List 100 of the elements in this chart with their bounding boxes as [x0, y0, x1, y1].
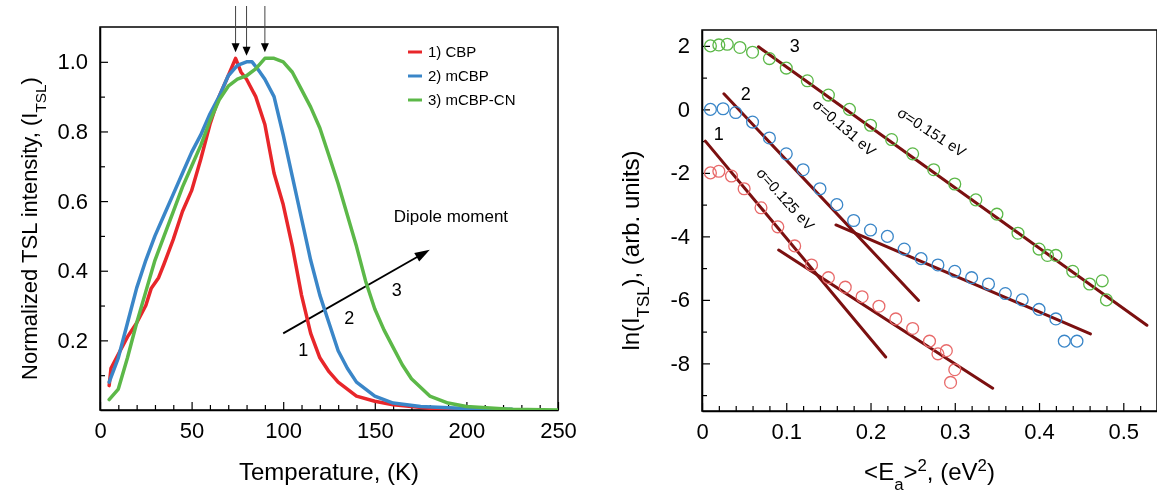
point [716, 102, 730, 116]
point [1049, 312, 1063, 326]
legend-label: 3) mCBP-CN [428, 91, 516, 108]
y-tick-label: 0.2 [57, 327, 88, 353]
point [863, 223, 878, 237]
point [1095, 274, 1109, 288]
point [762, 131, 776, 145]
y-tick-label: -2 [670, 160, 690, 186]
annotation: 3 [391, 280, 402, 301]
point [931, 347, 945, 361]
point [880, 229, 894, 243]
point [733, 40, 747, 55]
annotation: 2 [344, 308, 355, 329]
annotation: 3 [789, 36, 800, 57]
point [855, 290, 869, 304]
point [779, 147, 793, 161]
point [745, 45, 760, 59]
x-tick-label: 100 [265, 417, 303, 443]
point [889, 312, 903, 326]
point [906, 321, 920, 336]
x-tick-label: 0.5 [1108, 418, 1140, 444]
x-axis-title: Temperature, (K) [238, 458, 420, 485]
point [724, 169, 739, 183]
legend-label: 2) mCBP [428, 67, 489, 84]
point [771, 220, 785, 234]
point [729, 105, 743, 120]
point [1049, 248, 1063, 262]
point [1015, 293, 1029, 307]
point [922, 334, 937, 348]
point [821, 271, 835, 285]
x-tick-label: 0.3 [939, 418, 971, 444]
y-tick-label: -8 [670, 350, 690, 376]
x-tick-label: 150 [356, 417, 394, 443]
point [847, 213, 861, 228]
point [745, 115, 760, 129]
y-tick-label: -4 [670, 223, 690, 249]
y-tick-label: -6 [670, 287, 690, 313]
x-axis-title: <E$_{a}$>$^{2}$, (eV$^{2}$) [864, 455, 995, 494]
point [1032, 242, 1046, 256]
point [998, 286, 1012, 301]
y-tick-label: 1.0 [57, 49, 88, 75]
point [830, 198, 844, 212]
x-tick-label: 250 [540, 417, 577, 443]
point [927, 163, 941, 177]
point [948, 264, 962, 278]
point [939, 344, 953, 358]
annotation: 2 [740, 83, 751, 104]
point [712, 164, 726, 178]
point [1011, 226, 1025, 240]
point [931, 258, 945, 272]
point [872, 299, 886, 313]
point [863, 118, 878, 132]
point [885, 132, 899, 147]
point [813, 182, 827, 196]
point [1057, 334, 1071, 348]
y-tick-label: 0.8 [57, 118, 88, 144]
x-tick-label: 0 [94, 417, 107, 443]
y-tick-label: 0 [677, 96, 690, 122]
point [948, 363, 962, 377]
point [944, 375, 958, 389]
annotation: Dipole moment [393, 206, 509, 226]
annotation: 1 [713, 123, 724, 144]
y-tick-label: 0.4 [57, 258, 88, 284]
x-tick-label: 0 [696, 418, 709, 444]
point [1083, 277, 1097, 291]
point [990, 207, 1004, 221]
point [703, 39, 717, 53]
x-tick-label: 200 [448, 417, 486, 443]
point [712, 38, 726, 52]
point [969, 193, 983, 207]
point [1032, 302, 1046, 316]
point [914, 252, 928, 266]
y-tick-label: 0.6 [57, 188, 88, 214]
point [703, 166, 717, 180]
point [1070, 334, 1084, 348]
point [1099, 293, 1114, 307]
annotation: 1 [298, 339, 309, 360]
x-tick-label: 50 [179, 417, 205, 443]
point [762, 52, 776, 66]
point [804, 258, 819, 272]
point [965, 271, 979, 285]
x-tick-label: 0.1 [771, 418, 803, 444]
point [720, 37, 734, 51]
point [788, 239, 802, 253]
point [737, 182, 751, 196]
point [906, 147, 920, 161]
point [897, 242, 911, 256]
x-tick-label: 0.4 [1024, 418, 1055, 444]
point [821, 88, 835, 102]
point [703, 102, 717, 116]
point [981, 277, 996, 291]
point [948, 177, 962, 191]
point [800, 74, 814, 88]
y-tick-label: 2 [677, 33, 690, 59]
point [838, 280, 852, 294]
x-tick-label: 0.2 [855, 418, 887, 444]
point [779, 61, 793, 75]
point [1066, 264, 1080, 278]
point [1040, 248, 1055, 262]
legend-label: 1) CBP [428, 43, 477, 60]
